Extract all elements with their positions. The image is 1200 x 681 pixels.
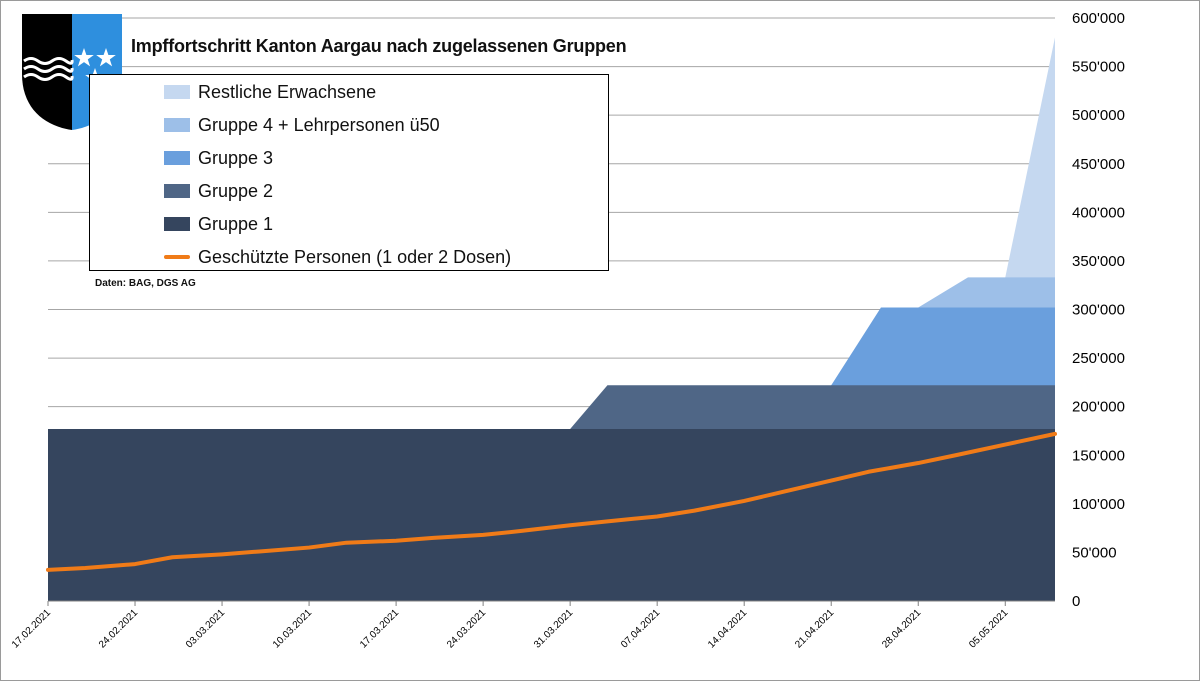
y-tick-label: 400'000 — [1072, 204, 1125, 221]
x-tick-label: 21.04.2021 — [793, 607, 836, 650]
x-tick-label: 03.03.2021 — [184, 607, 227, 650]
x-tick-label: 14.04.2021 — [706, 607, 749, 650]
chart-title: Impffortschritt Kanton Aargau nach zugel… — [131, 36, 627, 56]
y-tick-label: 200'000 — [1072, 399, 1125, 416]
x-tick-label: 31.03.2021 — [532, 607, 575, 650]
legend-swatch — [164, 118, 190, 132]
legend-label: Gruppe 2 — [198, 180, 274, 201]
x-tick-label: 24.03.2021 — [445, 607, 488, 650]
legend-label: Restliche Erwachsene — [198, 81, 377, 102]
y-tick-label: 350'000 — [1072, 253, 1125, 270]
x-tick-label: 28.04.2021 — [880, 607, 923, 650]
legend-swatch — [164, 184, 190, 198]
legend-label: Geschützte Personen (1 oder 2 Dosen) — [198, 246, 512, 267]
y-tick-label: 0 — [1072, 593, 1080, 610]
line-geschuetzte-personen — [46, 431, 1057, 572]
x-tick-label: 10.03.2021 — [271, 607, 314, 650]
legend-label: Gruppe 1 — [198, 213, 274, 234]
y-tick-label: 600'000 — [1072, 10, 1125, 27]
y-tick-label: 550'000 — [1072, 59, 1125, 76]
x-tick-label: 07.04.2021 — [619, 607, 662, 650]
x-tick-label: 05.05.2021 — [967, 607, 1010, 650]
area-gruppe-1 — [48, 429, 1055, 601]
legend-label: Gruppe 4 + Lehrpersonen ü50 — [198, 114, 440, 135]
legend-swatch — [164, 217, 190, 231]
crest-waves — [23, 57, 74, 81]
x-tick-label: 17.02.2021 — [10, 607, 53, 650]
legend-swatch — [164, 85, 190, 99]
legend-item-restliche-erwachsene: Restliche Erwachsene — [164, 80, 376, 104]
y-tick-label: 450'000 — [1072, 156, 1125, 173]
legend-label: Gruppe 3 — [198, 147, 274, 168]
legend-item-gruppe-2: Gruppe 2 — [164, 179, 273, 203]
legend-item-geschuetzte-personen: Geschützte Personen (1 oder 2 Dosen) — [164, 245, 511, 269]
legend-item-gruppe-4: Gruppe 4 + Lehrpersonen ü50 — [164, 113, 440, 137]
y-tick-label: 250'000 — [1072, 350, 1125, 367]
legend-item-gruppe-1: Gruppe 1 — [164, 212, 273, 236]
chart-legend: Restliche Erwachsene Gruppe 4 + Lehrpers… — [89, 74, 609, 271]
data-source-note: Daten: BAG, DGS AG — [95, 278, 196, 289]
y-tick-label: 100'000 — [1072, 496, 1125, 513]
x-tick-label: 24.02.2021 — [97, 607, 140, 650]
legend-item-gruppe-3: Gruppe 3 — [164, 146, 273, 170]
y-tick-label: 500'000 — [1072, 107, 1125, 124]
x-tick-label: 17.03.2021 — [358, 607, 401, 650]
legend-line-swatch — [164, 255, 190, 259]
y-tick-label: 300'000 — [1072, 302, 1125, 319]
legend-swatch — [164, 151, 190, 165]
y-tick-label: 50'000 — [1072, 544, 1117, 561]
y-tick-label: 150'000 — [1072, 447, 1125, 464]
